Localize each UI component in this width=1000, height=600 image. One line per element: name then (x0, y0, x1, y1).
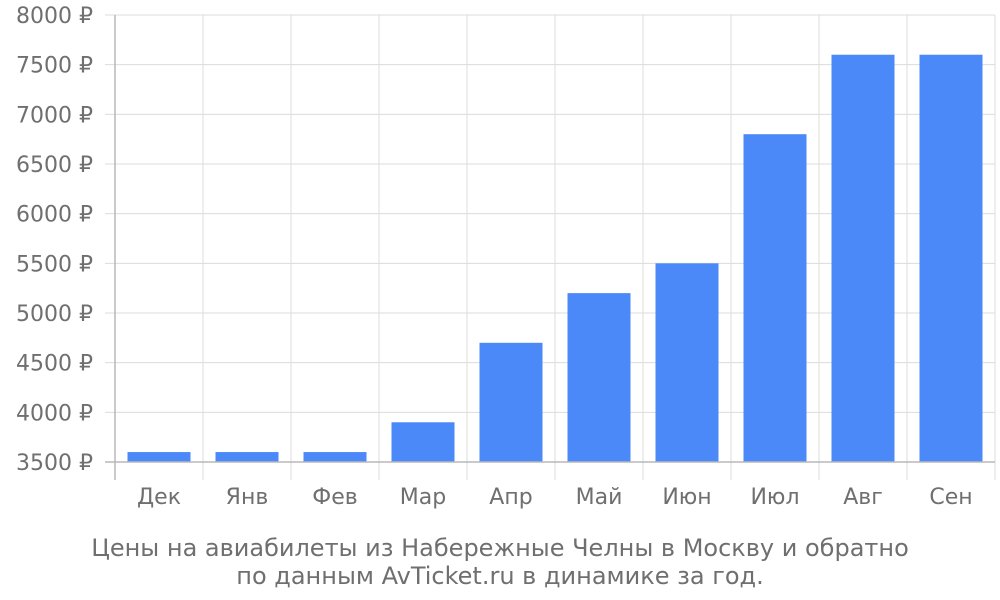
y-tick-label: 7000 ₽ (16, 103, 93, 128)
x-tick-label: Дек (137, 485, 181, 510)
y-tick-label: 4500 ₽ (16, 352, 93, 377)
x-tick-label: Мар (400, 485, 446, 510)
y-tick-label: 8000 ₽ (16, 4, 93, 29)
x-tick-labels: Дек Янв Фев Мар Апр Май Июн Июл Авг Сен (137, 485, 973, 510)
bar-Сен (919, 54, 983, 462)
bar-Июн (655, 263, 719, 462)
x-tick-label: Май (576, 485, 623, 510)
y-tick-labels: 3500 ₽ 4000 ₽ 4500 ₽ 5000 ₽ 5500 ₽ 6000 ₽ 6500… (16, 4, 93, 476)
x-tick-label: Апр (489, 485, 532, 510)
x-tick-label: Янв (226, 485, 269, 510)
grid (105, 14, 996, 480)
chart-caption-line-2: по данным AvTicket.ru в динамике за год. (236, 562, 764, 590)
bar-Июл (743, 134, 807, 462)
y-tick-label: 5000 ₽ (16, 302, 93, 327)
y-tick-label: 7500 ₽ (16, 54, 93, 79)
y-tick-label: 5500 ₽ (16, 252, 93, 277)
x-tick-label: Сен (929, 485, 972, 510)
bar-Фев (303, 452, 367, 462)
y-tick-label: 6500 ₽ (16, 153, 93, 178)
bar-chart: 3500 ₽ 4000 ₽ 4500 ₽ 5000 ₽ 5500 ₽ 6000 ₽ 6500… (16, 4, 996, 510)
y-tick-label: 6000 ₽ (16, 203, 93, 228)
bar-Май (567, 293, 631, 462)
bar-Мар (391, 422, 455, 462)
bar-Авг (831, 54, 895, 462)
x-tick-label: Фев (312, 485, 357, 510)
bars (127, 54, 983, 462)
chart-caption-line-1: Цены на авиабилеты из Набережные Челны в… (91, 534, 909, 562)
y-tick-label: 3500 ₽ (16, 451, 93, 476)
x-tick-label: Июн (662, 485, 711, 510)
y-tick-label: 4000 ₽ (16, 401, 93, 426)
axes (105, 15, 995, 480)
x-tick-label: Июл (750, 485, 799, 510)
bar-Янв (215, 452, 279, 462)
bar-Дек (127, 452, 191, 462)
x-tick-label: Авг (843, 485, 883, 510)
bar-Апр (479, 342, 543, 462)
